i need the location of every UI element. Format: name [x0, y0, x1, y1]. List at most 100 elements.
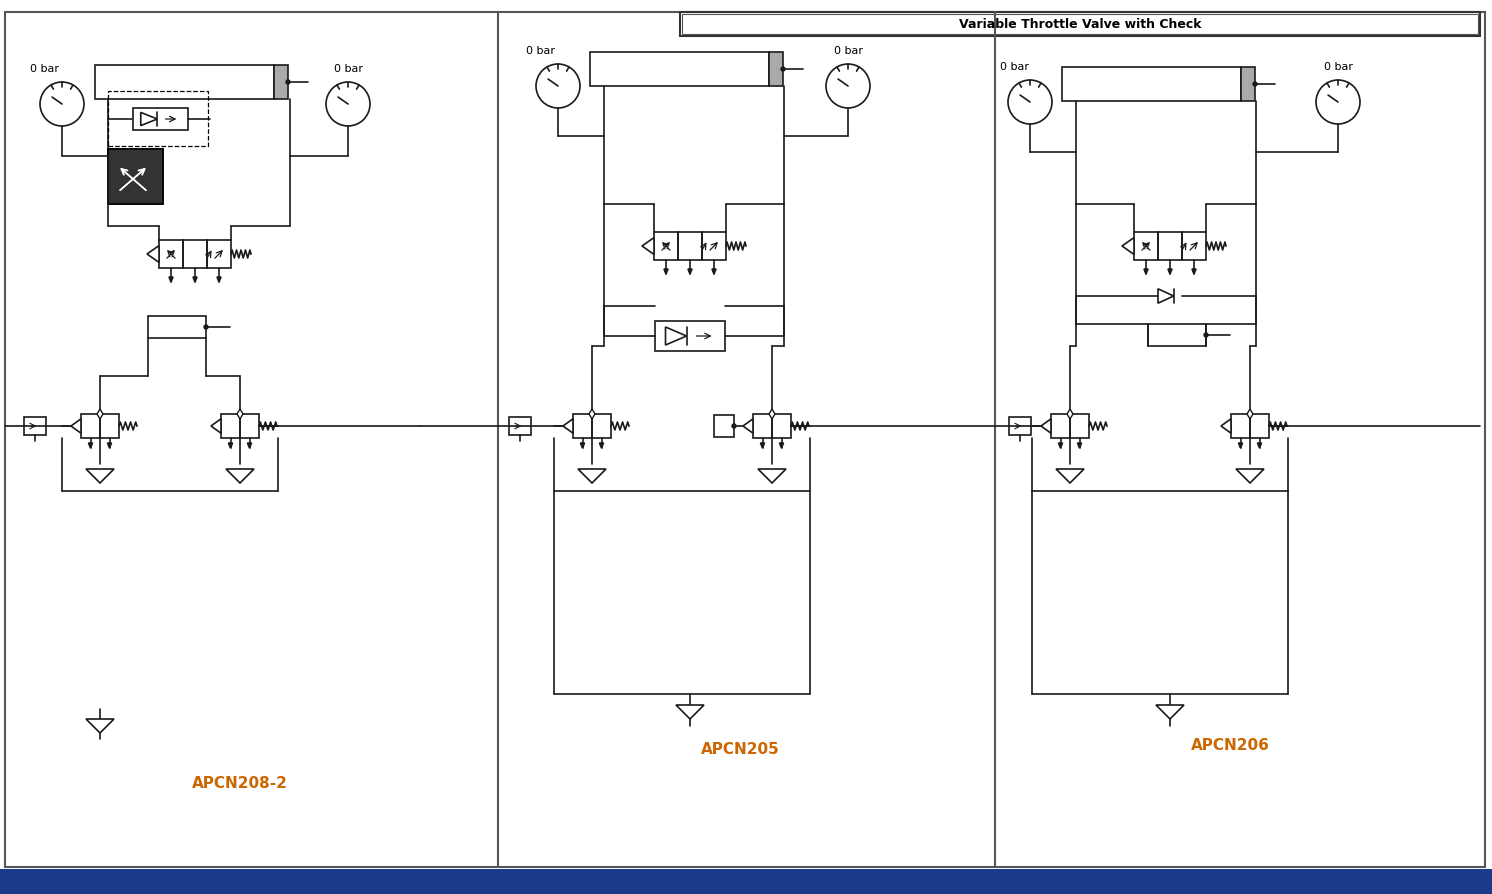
- Polygon shape: [562, 418, 573, 434]
- Polygon shape: [192, 277, 197, 282]
- Bar: [184, 240, 207, 268]
- Bar: [240, 414, 260, 438]
- Bar: [1050, 414, 1070, 438]
- Bar: [100, 414, 119, 438]
- Circle shape: [827, 64, 870, 108]
- Polygon shape: [580, 443, 585, 448]
- Bar: [275, 65, 288, 99]
- Polygon shape: [216, 277, 221, 282]
- Circle shape: [1009, 80, 1052, 124]
- Polygon shape: [1235, 469, 1264, 483]
- Bar: [160, 240, 184, 268]
- Bar: [221, 414, 240, 438]
- Polygon shape: [1041, 418, 1050, 434]
- Bar: [768, 52, 783, 86]
- Polygon shape: [758, 469, 786, 483]
- Bar: [592, 414, 612, 438]
- Polygon shape: [676, 705, 704, 719]
- Polygon shape: [1058, 443, 1062, 448]
- Polygon shape: [1122, 238, 1134, 255]
- Polygon shape: [1156, 705, 1185, 719]
- Polygon shape: [1258, 443, 1262, 448]
- Polygon shape: [1056, 469, 1085, 483]
- Bar: [753, 414, 771, 438]
- Circle shape: [325, 82, 370, 126]
- Bar: [107, 149, 163, 204]
- Polygon shape: [589, 409, 595, 419]
- Polygon shape: [87, 469, 113, 483]
- Bar: [573, 414, 592, 438]
- Bar: [81, 414, 100, 438]
- Polygon shape: [600, 443, 603, 448]
- Bar: [1070, 414, 1089, 438]
- Bar: [703, 232, 727, 260]
- Text: 0 bar: 0 bar: [1000, 62, 1028, 72]
- Polygon shape: [688, 269, 692, 274]
- Polygon shape: [1168, 269, 1173, 274]
- Polygon shape: [237, 409, 243, 419]
- Polygon shape: [761, 443, 764, 448]
- Bar: [207, 240, 231, 268]
- Polygon shape: [88, 443, 93, 448]
- Bar: [1147, 324, 1206, 346]
- Bar: [1182, 232, 1206, 260]
- Polygon shape: [169, 277, 173, 282]
- Text: 0 bar: 0 bar: [30, 64, 58, 74]
- Bar: [1241, 67, 1255, 101]
- Polygon shape: [140, 113, 157, 125]
- Bar: [1231, 414, 1250, 438]
- Polygon shape: [577, 469, 606, 483]
- Polygon shape: [1192, 269, 1197, 274]
- Bar: [107, 91, 207, 146]
- Bar: [771, 414, 791, 438]
- Bar: [655, 321, 725, 351]
- Circle shape: [1253, 82, 1256, 86]
- Text: 0 bar: 0 bar: [334, 64, 363, 74]
- Polygon shape: [642, 238, 653, 255]
- Circle shape: [1204, 333, 1209, 337]
- Bar: [107, 149, 163, 204]
- Text: APCN205: APCN205: [701, 741, 779, 756]
- Bar: [677, 232, 703, 260]
- Polygon shape: [665, 327, 686, 345]
- Bar: [1250, 414, 1270, 438]
- Polygon shape: [248, 443, 252, 448]
- Circle shape: [1316, 80, 1361, 124]
- Polygon shape: [1144, 269, 1147, 274]
- Polygon shape: [1067, 409, 1073, 419]
- Bar: [715, 415, 734, 437]
- Circle shape: [536, 64, 580, 108]
- Bar: [653, 232, 677, 260]
- Circle shape: [733, 424, 736, 428]
- Polygon shape: [225, 469, 254, 483]
- Bar: [509, 417, 531, 435]
- Polygon shape: [1158, 289, 1174, 303]
- Text: 0 bar: 0 bar: [525, 46, 555, 56]
- Polygon shape: [228, 443, 233, 448]
- Text: APCN206: APCN206: [1191, 738, 1270, 754]
- Polygon shape: [712, 269, 716, 274]
- Bar: [0, 869, 1492, 894]
- Polygon shape: [107, 443, 112, 448]
- Circle shape: [780, 67, 785, 71]
- Bar: [1062, 67, 1241, 101]
- Text: APCN208-2: APCN208-2: [192, 777, 288, 791]
- Text: Variable Throttle Valve with Check: Variable Throttle Valve with Check: [959, 18, 1201, 30]
- Bar: [680, 12, 1480, 36]
- Polygon shape: [148, 246, 160, 263]
- Text: 0 bar: 0 bar: [834, 46, 862, 56]
- Bar: [148, 316, 206, 338]
- Polygon shape: [779, 443, 783, 448]
- Circle shape: [204, 325, 207, 329]
- Polygon shape: [72, 418, 81, 434]
- Polygon shape: [97, 409, 103, 419]
- Bar: [24, 417, 46, 435]
- Polygon shape: [1238, 443, 1243, 448]
- Polygon shape: [87, 719, 113, 733]
- Bar: [682, 14, 1479, 34]
- Circle shape: [286, 80, 289, 84]
- Polygon shape: [743, 418, 753, 434]
- Bar: [1009, 417, 1031, 435]
- Polygon shape: [768, 409, 774, 419]
- Circle shape: [40, 82, 84, 126]
